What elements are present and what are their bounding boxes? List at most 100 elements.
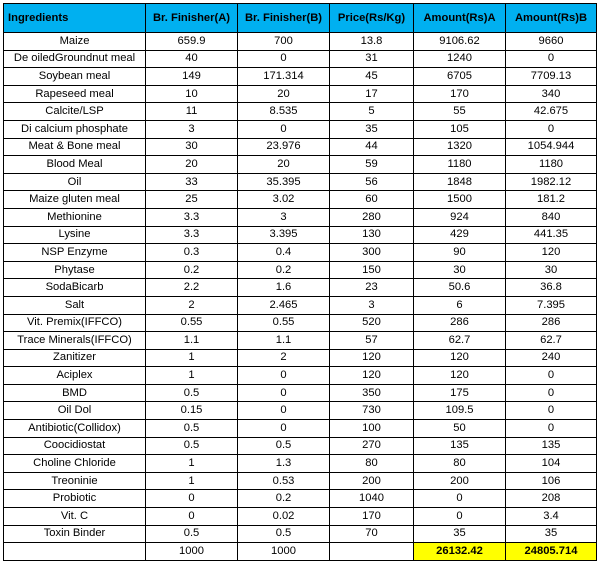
amount-a-value: 50 bbox=[413, 419, 506, 438]
price-value: 100 bbox=[329, 419, 414, 438]
br-finisher-b-value: 0.53 bbox=[237, 471, 330, 491]
br-finisher-a-value: 149 bbox=[145, 67, 238, 86]
totals-label-cell bbox=[3, 542, 146, 561]
br-finisher-b-value: 23.976 bbox=[237, 137, 330, 157]
ingredient-name: Vit. C bbox=[3, 507, 146, 526]
br-finisher-b-value: 3 bbox=[237, 207, 330, 227]
price-value: 5 bbox=[329, 102, 414, 121]
table-row: Meat & Bone meal 30 23.976 44 1320 1054.944 bbox=[3, 137, 597, 157]
price-value: 120 bbox=[329, 366, 414, 385]
amount-b-value: 0 bbox=[505, 383, 597, 403]
ingredient-name: Zanitizer bbox=[3, 348, 146, 368]
ingredient-name: Blood Meal bbox=[3, 155, 146, 174]
br-finisher-a-value: 0 bbox=[145, 507, 238, 526]
br-finisher-a-value: 0.2 bbox=[145, 260, 238, 280]
amount-b-value: 181.2 bbox=[505, 190, 597, 209]
ingredient-name: BMD bbox=[3, 383, 146, 403]
br-finisher-a-value: 1 bbox=[145, 471, 238, 491]
ingredient-name: Trace Minerals(IFFCO) bbox=[3, 331, 146, 350]
ingredient-name: Rapeseed meal bbox=[3, 84, 146, 104]
ingredient-name: Methionine bbox=[3, 207, 146, 227]
br-finisher-a-value: 3 bbox=[145, 119, 238, 139]
table-body: Maize 659.9 700 13.8 9106.62 9660 De oiledGrou… bbox=[3, 32, 597, 544]
amount-a-value: 170 bbox=[413, 84, 506, 104]
amount-b-value: 340 bbox=[505, 84, 597, 104]
total-price-cell bbox=[329, 542, 414, 561]
total-amount-a: 26132.42 bbox=[413, 542, 506, 561]
br-finisher-a-value: 0.5 bbox=[145, 419, 238, 438]
br-finisher-b-value: 2.465 bbox=[237, 295, 330, 315]
price-value: 57 bbox=[329, 331, 414, 350]
br-finisher-b-value: 0 bbox=[237, 419, 330, 438]
table-row: Probiotic 0 0.2 1040 0 208 bbox=[3, 489, 597, 509]
price-value: 45 bbox=[329, 67, 414, 86]
amount-b-value: 441.35 bbox=[505, 225, 597, 245]
amount-a-value: 286 bbox=[413, 313, 506, 333]
price-value: 31 bbox=[329, 49, 414, 69]
price-value: 120 bbox=[329, 348, 414, 368]
amount-b-value: 62.7 bbox=[505, 331, 597, 350]
amount-b-value: 840 bbox=[505, 207, 597, 227]
amount-b-value: 208 bbox=[505, 489, 597, 509]
br-finisher-a-value: 0.5 bbox=[145, 524, 238, 544]
amount-b-value: 36.8 bbox=[505, 278, 597, 297]
br-finisher-b-value: 700 bbox=[237, 32, 330, 51]
br-finisher-a-value: 2 bbox=[145, 295, 238, 315]
total-amount-b: 24805.714 bbox=[505, 542, 597, 561]
br-finisher-a-value: 10 bbox=[145, 84, 238, 104]
header-row: Ingredients Br. Finisher(A) Br. Finisher… bbox=[3, 3, 597, 33]
ingredient-name: Coocidiostat bbox=[3, 436, 146, 456]
amount-b-value: 0 bbox=[505, 401, 597, 421]
table-row: Antibiotic(Collidox) 0.5 0 100 50 0 bbox=[3, 419, 597, 438]
price-value: 170 bbox=[329, 507, 414, 526]
br-finisher-b-value: 0.5 bbox=[237, 524, 330, 544]
amount-a-value: 50.6 bbox=[413, 278, 506, 297]
totals-row: 1000 1000 26132.42 24805.714 bbox=[3, 542, 597, 561]
amount-a-value: 120 bbox=[413, 366, 506, 385]
price-value: 17 bbox=[329, 84, 414, 104]
br-finisher-a-value: 3.3 bbox=[145, 225, 238, 245]
amount-b-value: 0 bbox=[505, 49, 597, 69]
br-finisher-b-value: 0 bbox=[237, 49, 330, 69]
amount-b-value: 9660 bbox=[505, 32, 597, 51]
br-finisher-a-value: 0.5 bbox=[145, 383, 238, 403]
ingredient-name: Toxin Binder bbox=[3, 524, 146, 544]
amount-a-value: 924 bbox=[413, 207, 506, 227]
table-row: Rapeseed meal 10 20 17 170 340 bbox=[3, 84, 597, 104]
amount-a-value: 80 bbox=[413, 454, 506, 473]
br-finisher-b-value: 3.395 bbox=[237, 225, 330, 245]
price-value: 200 bbox=[329, 471, 414, 491]
ingredient-name: De oiledGroundnut meal bbox=[3, 49, 146, 69]
amount-a-value: 6705 bbox=[413, 67, 506, 86]
br-finisher-a-value: 1 bbox=[145, 366, 238, 385]
amount-b-value: 3.4 bbox=[505, 507, 597, 526]
table-row: Soybean meal 149 171.314 45 6705 7709.13 bbox=[3, 67, 597, 86]
table-row: Vit. Premix(IFFCO) 0.55 0.55 520 286 286 bbox=[3, 313, 597, 333]
table-row: Vit. C 0 0.02 170 0 3.4 bbox=[3, 507, 597, 526]
header-br-finisher-b: Br. Finisher(B) bbox=[237, 3, 330, 33]
br-finisher-a-value: 33 bbox=[145, 172, 238, 192]
amount-a-value: 55 bbox=[413, 102, 506, 121]
br-finisher-b-value: 20 bbox=[237, 84, 330, 104]
ingredient-name: Di calcium phosphate bbox=[3, 119, 146, 139]
price-value: 280 bbox=[329, 207, 414, 227]
br-finisher-b-value: 3.02 bbox=[237, 190, 330, 209]
amount-b-value: 240 bbox=[505, 348, 597, 368]
amount-a-value: 0 bbox=[413, 507, 506, 526]
amount-a-value: 1180 bbox=[413, 155, 506, 174]
br-finisher-b-value: 1.1 bbox=[237, 331, 330, 350]
amount-b-value: 1054.944 bbox=[505, 137, 597, 157]
table-row: SodaBicarb 2.2 1.6 23 50.6 36.8 bbox=[3, 278, 597, 297]
br-finisher-a-value: 20 bbox=[145, 155, 238, 174]
price-value: 35 bbox=[329, 119, 414, 139]
price-value: 300 bbox=[329, 243, 414, 262]
amount-a-value: 62.7 bbox=[413, 331, 506, 350]
table-row: Oil Dol 0.15 0 730 109.5 0 bbox=[3, 401, 597, 421]
amount-b-value: 7.395 bbox=[505, 295, 597, 315]
ingredient-name: Oil Dol bbox=[3, 401, 146, 421]
table-row: Maize 659.9 700 13.8 9106.62 9660 bbox=[3, 32, 597, 51]
br-finisher-a-value: 30 bbox=[145, 137, 238, 157]
ingredient-name: Salt bbox=[3, 295, 146, 315]
amount-b-value: 35 bbox=[505, 524, 597, 544]
br-finisher-b-value: 0.2 bbox=[237, 489, 330, 509]
